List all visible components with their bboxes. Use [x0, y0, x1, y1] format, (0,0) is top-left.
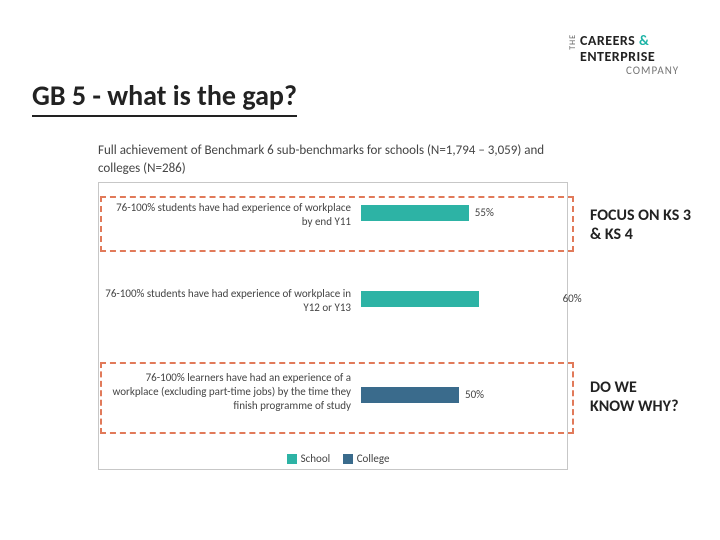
annotation-box	[100, 362, 574, 434]
annotation-text: FOCUS ON KS 3 & KS 4	[590, 206, 700, 244]
chart-caption: Full achievement of Benchmark 6 sub-benc…	[98, 142, 568, 177]
annotation-box	[100, 196, 574, 252]
legend-swatch-college	[343, 454, 353, 464]
bar	[361, 291, 479, 307]
logo-ampersand: &	[639, 32, 649, 49]
legend-label-school: School	[301, 452, 331, 465]
bar-value-label: 60%	[563, 291, 582, 307]
category-label: 76-100% students have had experience of …	[103, 287, 351, 315]
page-title: GB 5 - what is the gap?	[32, 78, 297, 117]
logo-line3: COMPANY	[626, 64, 679, 77]
legend-swatch-school	[287, 454, 297, 464]
bar-wrap: 60%	[361, 291, 557, 307]
slide-root: THE CAREERS & ENTERPRISE COMPANY GB 5 - …	[0, 0, 720, 540]
logo-line1: CAREERS &	[580, 32, 649, 49]
logo-line2: ENTERPRISE	[580, 48, 655, 65]
logo-the-text: THE	[568, 34, 578, 50]
chart-legend: School College	[99, 452, 567, 465]
legend-label-college: College	[357, 452, 390, 465]
brand-logo: THE CAREERS & ENTERPRISE COMPANY	[568, 28, 684, 78]
annotation-text: DO WE KNOW WHY?	[590, 378, 680, 416]
logo-careers-text: CAREERS	[580, 32, 635, 49]
